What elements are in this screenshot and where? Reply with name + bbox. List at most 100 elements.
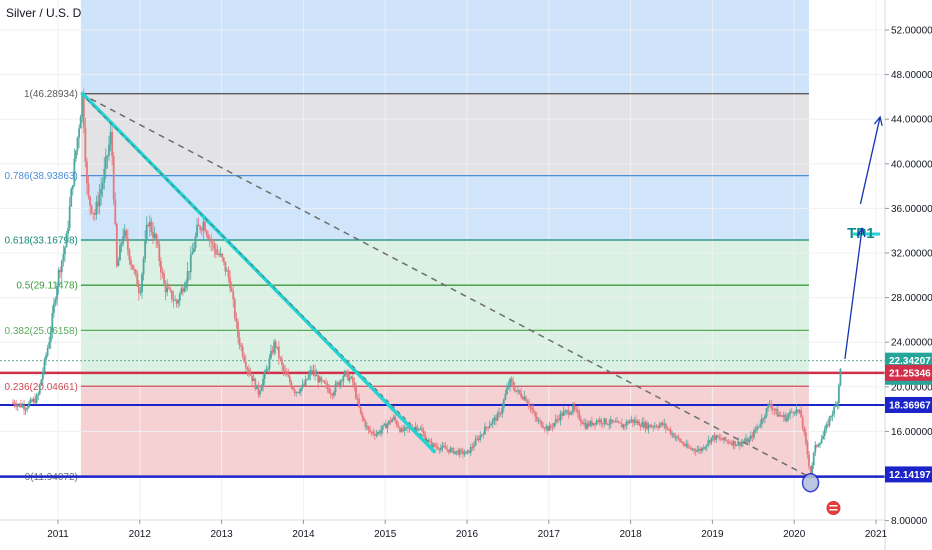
candle-body xyxy=(771,408,774,410)
candle-body xyxy=(556,419,559,421)
arrow-head-icon xyxy=(873,115,883,126)
candle-body xyxy=(545,426,548,429)
candle-body xyxy=(336,382,338,384)
candle-body xyxy=(815,444,818,447)
candle-body xyxy=(224,261,227,272)
candle-body xyxy=(811,464,814,476)
projection-arrow[interactable] xyxy=(859,116,881,205)
candle-body xyxy=(174,299,176,301)
candle-body xyxy=(392,416,395,420)
candle-body xyxy=(694,450,697,452)
candle-body xyxy=(37,394,40,396)
candle-body xyxy=(625,421,628,426)
candle-body xyxy=(237,321,239,338)
candle-body xyxy=(306,379,309,381)
candle-body xyxy=(213,243,216,250)
candle-body xyxy=(784,414,787,421)
candle-body xyxy=(495,417,497,421)
candle-body xyxy=(789,411,792,415)
fib-label: 1(46.28934) xyxy=(24,89,78,100)
candle-body xyxy=(649,424,652,427)
candle-body xyxy=(786,417,788,421)
candle-body xyxy=(718,437,721,439)
candle-body xyxy=(402,428,405,432)
price-badge[interactable] xyxy=(885,352,932,369)
candle-body xyxy=(759,424,762,427)
candle-body xyxy=(488,425,491,428)
candle-body xyxy=(292,387,294,390)
candle-body xyxy=(137,286,140,293)
candle-body xyxy=(450,448,453,450)
candle-body xyxy=(397,425,400,428)
candle-body xyxy=(828,417,831,426)
candle-body xyxy=(568,413,571,415)
candle-body xyxy=(606,423,609,425)
candle-body xyxy=(373,433,376,436)
candle-body xyxy=(757,426,760,428)
candle-body xyxy=(584,422,587,429)
candle-body xyxy=(314,370,316,376)
candle-body xyxy=(378,431,381,434)
projection-arrow[interactable] xyxy=(844,228,863,360)
candle-body xyxy=(344,370,346,377)
price-badge[interactable] xyxy=(885,364,932,381)
candle-body xyxy=(345,370,348,372)
candle-body xyxy=(317,375,320,383)
candle-body xyxy=(767,404,769,409)
candle-body xyxy=(605,418,607,424)
low-marker-circle[interactable] xyxy=(801,472,820,493)
trendline[interactable] xyxy=(80,91,437,454)
y-tick-label: 20.00000 xyxy=(891,382,932,393)
candle-body xyxy=(293,389,296,393)
candle-body xyxy=(498,412,500,414)
candle-body xyxy=(424,433,427,440)
candle-body xyxy=(513,387,516,392)
candle-body xyxy=(233,299,236,318)
candle-body xyxy=(229,277,231,289)
candle-body xyxy=(573,405,576,410)
candle-body xyxy=(535,416,538,421)
candle-body xyxy=(326,384,329,389)
candle-body xyxy=(156,240,159,245)
candle-body xyxy=(386,423,389,429)
arrow-head-icon xyxy=(856,226,866,238)
candle-body xyxy=(38,385,41,395)
candle-body xyxy=(419,428,422,430)
candle-body xyxy=(277,346,280,358)
x-tick-label: 2013 xyxy=(210,529,233,540)
candle-body xyxy=(482,434,485,436)
price-badge[interactable] xyxy=(885,396,932,413)
candle-body xyxy=(114,199,117,225)
candle-body xyxy=(194,236,197,249)
candle-body xyxy=(719,437,722,440)
candle-body xyxy=(452,448,455,454)
candle-body xyxy=(543,427,546,429)
candle-body xyxy=(186,271,189,283)
candle-body xyxy=(117,260,120,267)
candle-body xyxy=(509,378,512,386)
y-tick-label: 52.00000 xyxy=(891,26,932,37)
candle-body xyxy=(619,422,622,424)
candle-body xyxy=(197,224,200,227)
candle-body xyxy=(631,419,634,423)
candle-body xyxy=(287,375,290,377)
candle-body xyxy=(270,350,272,359)
candle-body xyxy=(462,450,464,455)
candle-body xyxy=(191,252,194,255)
candle-body xyxy=(84,127,87,162)
candle-body xyxy=(422,431,425,434)
candle-body xyxy=(204,221,206,231)
candle-body xyxy=(664,423,667,429)
candle-body xyxy=(443,445,445,447)
price-badge[interactable] xyxy=(885,466,932,483)
candle-body xyxy=(669,429,672,435)
candle-body xyxy=(62,253,65,261)
y-tick-label: 44.00000 xyxy=(891,115,932,126)
price-axis[interactable] xyxy=(885,0,932,550)
candle-body xyxy=(372,431,375,434)
candle-body xyxy=(628,420,631,424)
candle-body xyxy=(166,287,169,293)
candle-body xyxy=(600,419,603,424)
dashed-diagonal-line[interactable] xyxy=(80,93,810,478)
